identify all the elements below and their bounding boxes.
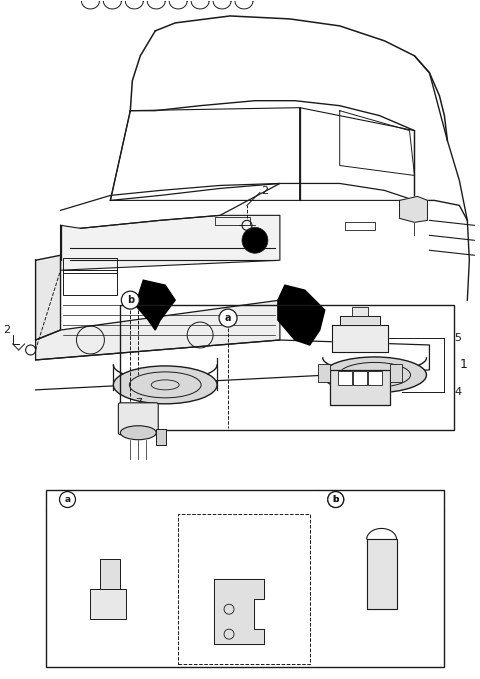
Bar — [120, 305, 455, 430]
Polygon shape — [340, 316, 380, 325]
Polygon shape — [332, 325, 387, 352]
Text: 6: 6 — [369, 494, 376, 504]
Text: 3: 3 — [108, 545, 113, 555]
FancyBboxPatch shape — [119, 403, 158, 435]
Text: (020601-030114): (020601-030114) — [77, 522, 144, 531]
Circle shape — [219, 309, 237, 327]
Circle shape — [121, 291, 139, 309]
Text: 2: 2 — [261, 187, 268, 196]
Text: b: b — [127, 295, 134, 305]
Bar — [345, 222, 374, 230]
Text: 7: 7 — [135, 398, 142, 408]
Ellipse shape — [323, 357, 426, 393]
Polygon shape — [135, 280, 175, 330]
Bar — [215, 217, 250, 225]
Bar — [178, 515, 310, 664]
Bar — [390, 364, 402, 382]
Polygon shape — [36, 300, 280, 360]
Polygon shape — [60, 215, 280, 270]
Text: a: a — [225, 313, 231, 323]
Bar — [338, 371, 352, 385]
Ellipse shape — [120, 426, 156, 440]
Text: 5: 5 — [455, 333, 461, 343]
Text: 1: 1 — [459, 359, 467, 371]
Polygon shape — [214, 579, 264, 644]
Circle shape — [60, 492, 75, 507]
Bar — [352, 307, 368, 316]
Bar — [62, 258, 117, 273]
Polygon shape — [36, 255, 60, 340]
Bar — [90, 589, 126, 619]
Text: b: b — [333, 495, 339, 504]
Bar — [318, 364, 330, 382]
Circle shape — [242, 227, 268, 253]
Bar — [353, 371, 367, 385]
Circle shape — [328, 492, 344, 507]
Text: a: a — [64, 495, 71, 504]
Bar — [62, 270, 117, 295]
Text: 4: 4 — [455, 387, 461, 397]
Polygon shape — [399, 196, 428, 222]
Text: 3: 3 — [269, 609, 275, 619]
Bar — [156, 428, 166, 445]
Text: b: b — [333, 495, 339, 504]
Text: (030114-): (030114-) — [225, 523, 263, 532]
Polygon shape — [367, 539, 396, 609]
Bar — [368, 371, 382, 385]
Circle shape — [328, 492, 344, 507]
Bar — [46, 490, 444, 667]
Polygon shape — [278, 285, 325, 345]
Bar — [100, 559, 120, 589]
Polygon shape — [330, 370, 390, 405]
Text: 2: 2 — [3, 325, 11, 335]
Ellipse shape — [113, 366, 217, 404]
